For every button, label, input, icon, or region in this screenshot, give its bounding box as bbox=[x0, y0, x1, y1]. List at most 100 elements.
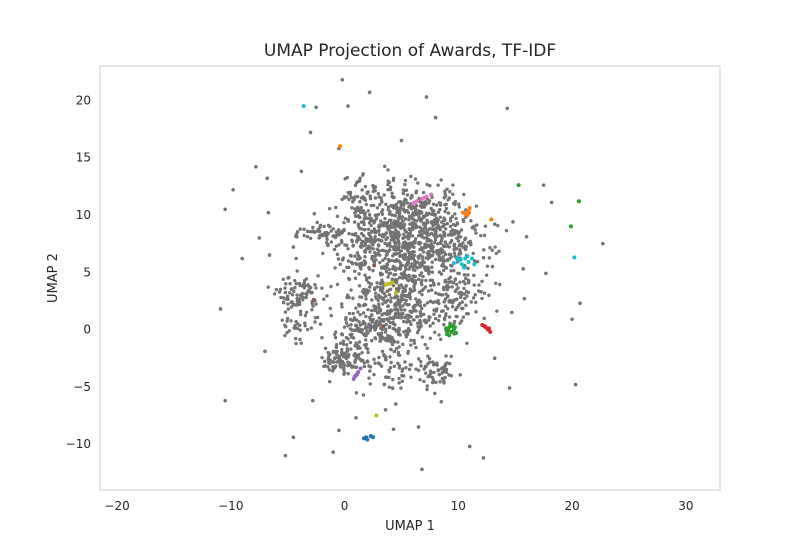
data-point bbox=[446, 306, 450, 311]
data-point bbox=[358, 178, 362, 182]
data-point bbox=[441, 255, 445, 259]
highlight-point-3 bbox=[489, 217, 494, 222]
data-point bbox=[447, 315, 452, 319]
data-point bbox=[370, 325, 374, 329]
data-point bbox=[303, 321, 307, 325]
data-point bbox=[364, 236, 368, 241]
data-point bbox=[299, 341, 303, 345]
data-point bbox=[397, 353, 402, 358]
data-point bbox=[353, 358, 358, 363]
data-point bbox=[362, 243, 367, 248]
data-point bbox=[392, 219, 397, 224]
data-point bbox=[371, 183, 375, 188]
data-point bbox=[377, 228, 381, 233]
data-point bbox=[313, 283, 317, 287]
data-point bbox=[424, 320, 428, 325]
data-point bbox=[403, 217, 408, 221]
highlight-point-8 bbox=[361, 436, 366, 441]
data-point bbox=[345, 243, 349, 248]
data-point bbox=[292, 289, 296, 294]
data-point bbox=[357, 272, 361, 276]
data-point bbox=[437, 225, 442, 230]
highlight-point-1 bbox=[301, 104, 306, 109]
data-point bbox=[428, 226, 432, 231]
data-point bbox=[444, 266, 448, 270]
data-point bbox=[303, 324, 307, 328]
data-point bbox=[337, 243, 341, 247]
data-point bbox=[303, 284, 307, 288]
data-point bbox=[384, 300, 388, 304]
data-point bbox=[377, 302, 381, 306]
data-point bbox=[369, 237, 373, 242]
data-point bbox=[455, 297, 459, 301]
data-point bbox=[384, 270, 389, 274]
data-point bbox=[549, 200, 554, 205]
data-point bbox=[412, 274, 417, 279]
data-point bbox=[294, 341, 298, 346]
data-point bbox=[379, 198, 384, 203]
data-point bbox=[342, 195, 347, 199]
data-point bbox=[493, 245, 497, 249]
data-point bbox=[403, 246, 407, 250]
data-point bbox=[416, 425, 421, 429]
data-point bbox=[365, 190, 369, 195]
data-point bbox=[429, 288, 434, 292]
data-point bbox=[313, 316, 318, 320]
data-point bbox=[432, 370, 436, 375]
data-point bbox=[364, 276, 369, 280]
data-point bbox=[421, 274, 425, 279]
data-point bbox=[364, 334, 368, 338]
data-point bbox=[415, 212, 419, 216]
data-point bbox=[297, 297, 302, 301]
data-point bbox=[401, 342, 405, 347]
data-point bbox=[340, 77, 345, 82]
data-point bbox=[437, 314, 442, 318]
data-point bbox=[425, 229, 429, 233]
data-point bbox=[364, 346, 368, 350]
data-point bbox=[453, 307, 458, 312]
highlight-point-7 bbox=[388, 281, 393, 286]
data-point bbox=[366, 350, 370, 355]
data-point bbox=[436, 318, 441, 323]
data-point bbox=[425, 236, 429, 240]
data-point bbox=[413, 177, 418, 181]
data-point bbox=[368, 250, 372, 254]
data-point bbox=[368, 285, 372, 289]
data-point bbox=[399, 221, 403, 226]
data-point bbox=[341, 256, 346, 260]
data-point bbox=[402, 319, 406, 324]
data-point bbox=[387, 325, 392, 330]
data-point bbox=[402, 232, 406, 237]
data-point bbox=[381, 335, 385, 340]
data-point bbox=[321, 251, 325, 256]
x-axis-ticks: −20 −10 0 10 20 30 bbox=[104, 499, 693, 513]
data-point bbox=[370, 242, 374, 246]
data-point bbox=[431, 363, 436, 367]
data-point bbox=[340, 302, 344, 306]
data-point bbox=[409, 315, 413, 319]
data-point bbox=[397, 381, 401, 385]
data-point bbox=[438, 233, 442, 238]
data-point bbox=[341, 355, 346, 359]
data-point bbox=[318, 322, 323, 326]
highlight-point-1 bbox=[470, 256, 474, 261]
data-point bbox=[453, 289, 458, 294]
x-tick-label: 30 bbox=[678, 499, 693, 513]
data-point bbox=[430, 212, 435, 216]
data-point bbox=[368, 365, 373, 369]
data-point bbox=[442, 317, 447, 322]
data-point bbox=[334, 205, 338, 210]
data-point bbox=[521, 267, 525, 271]
data-point bbox=[384, 357, 388, 361]
data-point bbox=[339, 365, 343, 369]
data-point bbox=[420, 282, 424, 287]
data-point bbox=[397, 251, 402, 255]
data-point bbox=[342, 363, 347, 367]
data-point bbox=[462, 192, 466, 197]
data-point bbox=[294, 256, 298, 261]
data-point bbox=[370, 308, 374, 313]
data-point bbox=[383, 256, 387, 261]
data-point bbox=[397, 345, 401, 349]
data-point bbox=[524, 234, 529, 239]
data-point bbox=[379, 219, 383, 223]
